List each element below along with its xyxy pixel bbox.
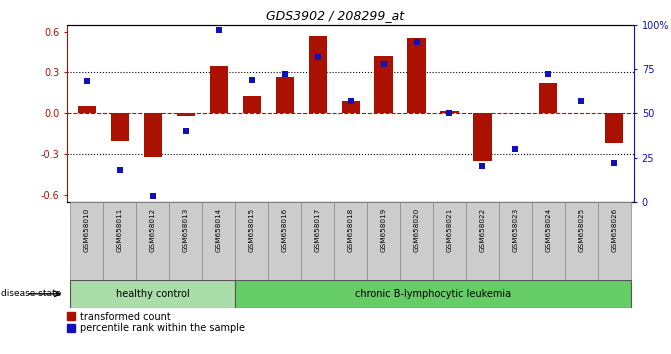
Bar	[598, 202, 631, 280]
Bar	[374, 56, 393, 113]
Bar	[301, 202, 334, 280]
Bar	[499, 202, 532, 280]
Text: GSM658012: GSM658012	[150, 208, 156, 252]
Bar	[440, 110, 458, 113]
Bar	[78, 107, 96, 113]
Text: healthy control: healthy control	[116, 289, 190, 299]
Bar	[309, 36, 327, 113]
Bar	[70, 202, 103, 280]
Text: GSM658021: GSM658021	[446, 208, 452, 252]
Bar	[367, 202, 400, 280]
Bar	[111, 113, 129, 141]
Bar	[209, 65, 227, 113]
Text: GSM658017: GSM658017	[315, 208, 321, 252]
Text: GSM658011: GSM658011	[117, 208, 123, 252]
Bar	[605, 113, 623, 143]
Text: GSM658018: GSM658018	[348, 208, 354, 252]
Bar	[532, 202, 565, 280]
Bar	[334, 202, 367, 280]
Bar	[539, 83, 558, 113]
Bar	[466, 202, 499, 280]
Bar	[407, 38, 425, 113]
Bar	[176, 113, 195, 116]
Bar	[236, 202, 268, 280]
Bar	[243, 96, 261, 113]
Bar	[276, 76, 294, 113]
Bar	[433, 202, 466, 280]
Bar	[236, 280, 631, 308]
Text: GDS3902 / 208299_at: GDS3902 / 208299_at	[266, 9, 405, 22]
Text: GSM658026: GSM658026	[611, 208, 617, 252]
Text: GSM658020: GSM658020	[413, 208, 419, 252]
Text: GSM658014: GSM658014	[216, 208, 221, 252]
Bar	[342, 101, 360, 113]
Legend: transformed count, percentile rank within the sample: transformed count, percentile rank withi…	[67, 312, 245, 333]
Text: GSM658019: GSM658019	[380, 208, 386, 252]
Text: GSM658015: GSM658015	[249, 208, 255, 252]
Bar	[144, 113, 162, 157]
Text: GSM658016: GSM658016	[282, 208, 288, 252]
Bar	[268, 202, 301, 280]
Bar	[400, 202, 433, 280]
Text: disease state: disease state	[1, 289, 61, 298]
Bar	[103, 202, 136, 280]
Bar	[202, 202, 236, 280]
Bar	[136, 202, 169, 280]
Bar	[70, 280, 236, 308]
Text: GSM658024: GSM658024	[546, 208, 552, 252]
Bar	[474, 113, 492, 161]
Text: GSM658022: GSM658022	[480, 208, 485, 252]
Text: GSM658010: GSM658010	[84, 208, 90, 252]
Text: GSM658025: GSM658025	[578, 208, 584, 252]
Bar	[169, 202, 202, 280]
Text: GSM658023: GSM658023	[513, 208, 519, 252]
Bar	[565, 202, 598, 280]
Text: chronic B-lymphocytic leukemia: chronic B-lymphocytic leukemia	[355, 289, 511, 299]
Text: GSM658013: GSM658013	[183, 208, 189, 252]
